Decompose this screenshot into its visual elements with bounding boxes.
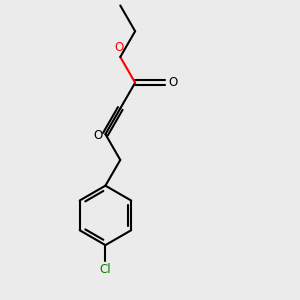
Text: Cl: Cl bbox=[100, 263, 111, 276]
Text: O: O bbox=[114, 41, 123, 54]
Text: O: O bbox=[93, 129, 102, 142]
Text: O: O bbox=[168, 76, 178, 89]
